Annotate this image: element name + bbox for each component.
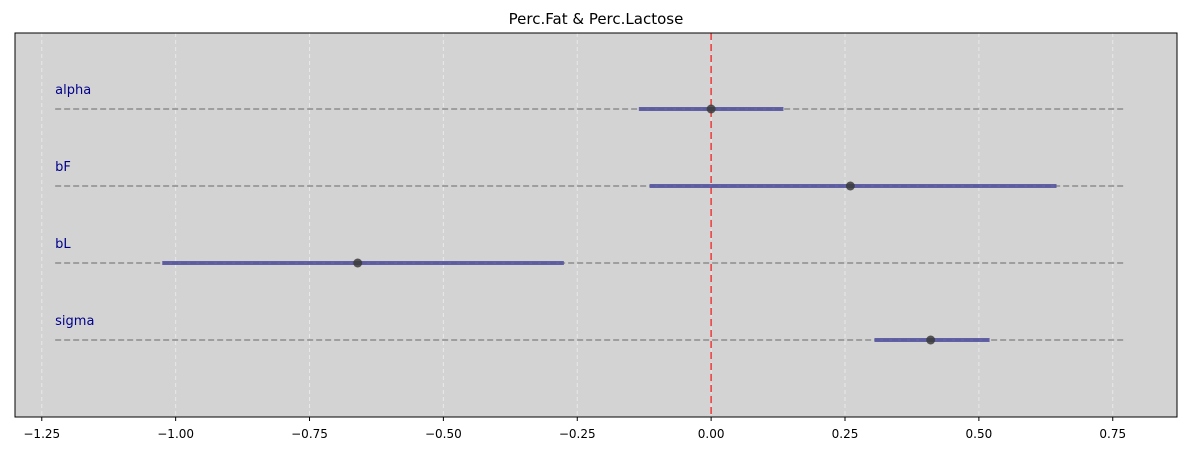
x-tick-label-3: −0.50 — [425, 427, 462, 441]
x-tick-label-0: −1.25 — [23, 427, 60, 441]
x-tick-label-4: −0.25 — [559, 427, 596, 441]
x-tick-label-5: 0.00 — [698, 427, 725, 441]
x-tick-label-7: 0.50 — [966, 427, 993, 441]
x-tick-label-6: 0.25 — [832, 427, 859, 441]
point-alpha — [706, 104, 716, 114]
point-bF — [845, 181, 855, 191]
x-axis: −1.25 −1.00 −0.75 −0.50 −0.25 0.00 0.25 0.50 0.7… — [23, 417, 1126, 441]
plot-frame — [14, 32, 1178, 418]
label-sigma: sigma — [55, 314, 94, 329]
chart-title: Perc.Fat & Perc.Lactose — [509, 10, 684, 28]
x-tick-label-2: −0.75 — [291, 427, 328, 441]
label-alpha: alpha — [55, 83, 91, 98]
parameter-guides — [55, 108, 1124, 341]
label-bF: bF — [55, 160, 71, 175]
parameter-labels: alpha bF bL sigma — [55, 83, 94, 329]
point-sigma — [926, 335, 936, 345]
intervals — [162, 104, 1057, 345]
label-bL: bL — [55, 237, 71, 252]
x-tick-label-8: 0.75 — [1099, 427, 1126, 441]
point-bL — [353, 258, 363, 268]
x-tick-label-1: −1.00 — [157, 427, 194, 441]
plot-area — [14, 32, 1178, 418]
grid-lines — [41, 33, 1114, 417]
